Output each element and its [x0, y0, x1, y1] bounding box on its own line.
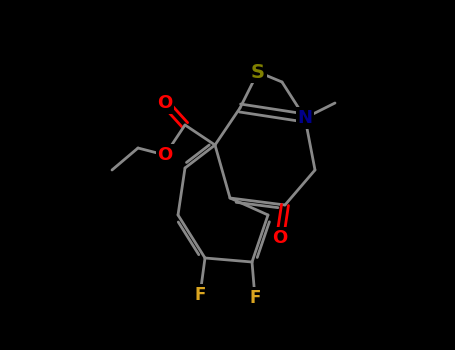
Text: F: F: [194, 286, 206, 304]
Text: O: O: [157, 94, 172, 112]
Text: N: N: [298, 109, 313, 127]
Text: S: S: [251, 63, 265, 82]
Text: F: F: [249, 289, 261, 307]
Text: O: O: [157, 146, 172, 164]
Text: O: O: [273, 229, 288, 247]
